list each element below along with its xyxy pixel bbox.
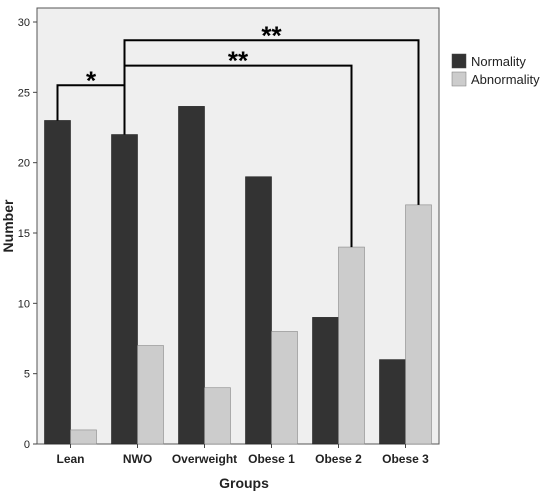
bar-normality-obese-3 (379, 359, 406, 445)
x-axis-title: Groups (219, 475, 269, 491)
y-tick-label: 10 (18, 298, 30, 310)
significance-label: ** (261, 20, 282, 50)
y-tick-label: 0 (24, 439, 30, 451)
significance-label: * (86, 65, 97, 95)
x-category-label: Obese 3 (382, 452, 429, 466)
x-category-label: Overweight (172, 452, 237, 466)
legend-label-normality: Normality (471, 54, 526, 69)
legend: Normality Abnormality (451, 53, 540, 87)
legend-swatch-abnormality (451, 71, 467, 87)
x-category-label: Obese 2 (315, 452, 362, 466)
legend-swatch-normality (451, 53, 467, 69)
legend-label-abnormality: Abnormality (471, 72, 540, 87)
y-tick-label: 20 (18, 158, 30, 170)
bar-abnormality-obese-2 (338, 246, 365, 445)
bar-abnormality-obese-1 (271, 331, 298, 445)
bar-abnormality-obese-3 (405, 204, 432, 445)
bar-abnormality-overweight (204, 387, 231, 445)
bar-normality-nwo (111, 134, 138, 445)
bar-normality-overweight (178, 106, 205, 445)
significance-bracket (123, 39, 420, 205)
bar-normality-obese-1 (245, 176, 272, 445)
bar-abnormality-nwo (137, 345, 164, 445)
x-category-label: NWO (123, 452, 152, 466)
x-category-label: Lean (56, 452, 84, 466)
bar-normality-obese-2 (312, 317, 339, 445)
y-tick-label: 30 (18, 17, 30, 29)
x-category-label: Obese 1 (248, 452, 295, 466)
y-axis-title: Number (0, 199, 16, 252)
bar-abnormality-lean (70, 429, 97, 445)
significance-label: ** (228, 46, 249, 76)
bar-normality-lean (44, 120, 71, 445)
y-tick-label: 25 (18, 87, 30, 99)
y-tick-label: 15 (18, 228, 30, 240)
y-tick-label: 5 (24, 369, 30, 381)
plot-area (36, 7, 440, 445)
